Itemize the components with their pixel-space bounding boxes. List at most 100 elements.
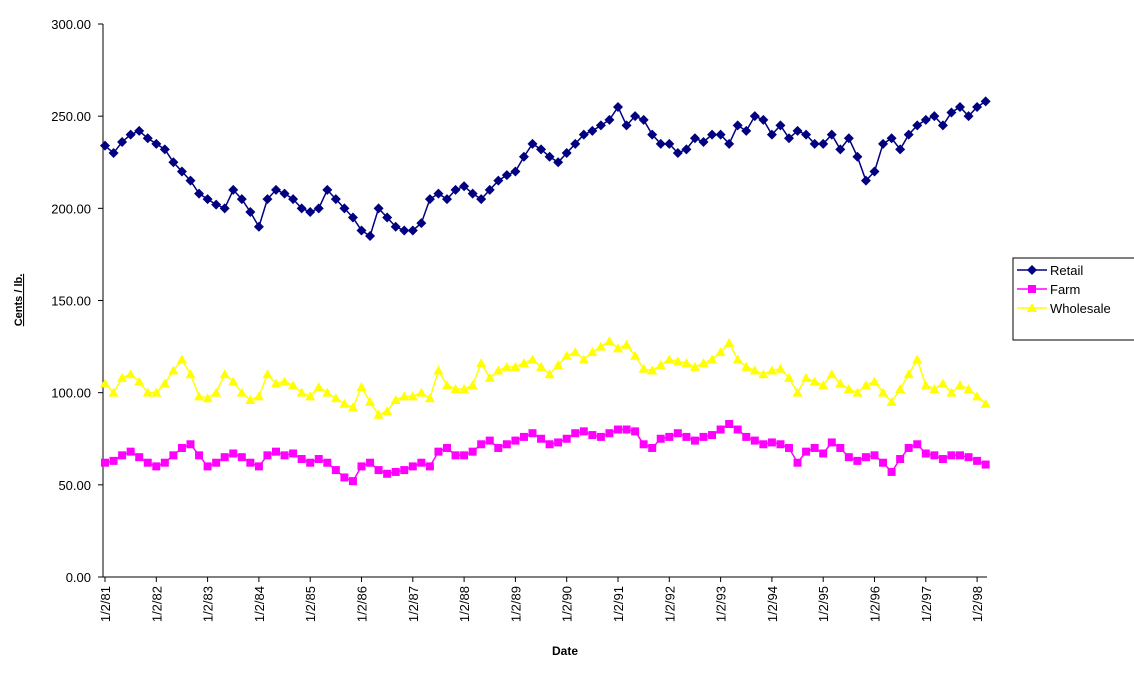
data-point bbox=[151, 138, 162, 149]
data-point bbox=[253, 221, 264, 232]
data-point bbox=[937, 120, 948, 131]
data-point bbox=[596, 432, 605, 441]
data-point bbox=[433, 365, 444, 375]
data-point bbox=[689, 133, 700, 144]
data-point bbox=[211, 387, 222, 397]
data-point bbox=[853, 456, 862, 465]
data-point bbox=[279, 376, 290, 386]
data-point bbox=[741, 361, 752, 371]
data-point bbox=[588, 431, 597, 440]
data-point bbox=[510, 166, 521, 177]
data-point bbox=[459, 383, 470, 393]
data-point bbox=[630, 350, 641, 360]
data-point bbox=[442, 194, 452, 205]
data-point bbox=[930, 451, 939, 460]
data-point bbox=[228, 376, 239, 386]
data-point bbox=[749, 365, 760, 375]
data-point bbox=[502, 440, 511, 449]
data-point bbox=[947, 451, 956, 460]
y-tick-label: 100.00 bbox=[51, 386, 91, 401]
data-point bbox=[903, 129, 914, 140]
data-point bbox=[442, 380, 452, 390]
data-point bbox=[365, 396, 376, 406]
data-point bbox=[895, 144, 906, 155]
data-point bbox=[527, 138, 538, 149]
data-point bbox=[493, 365, 504, 375]
data-point bbox=[434, 447, 443, 456]
data-point bbox=[356, 382, 367, 392]
data-point bbox=[477, 440, 486, 449]
data-point bbox=[366, 458, 375, 467]
data-point bbox=[134, 376, 145, 386]
data-point bbox=[280, 451, 289, 460]
data-point bbox=[400, 466, 409, 475]
data-point bbox=[904, 443, 913, 452]
data-point bbox=[229, 449, 238, 458]
data-point bbox=[912, 354, 923, 364]
data-point bbox=[732, 120, 743, 131]
data-point bbox=[733, 425, 742, 434]
data-point bbox=[937, 378, 948, 388]
data-point bbox=[809, 376, 820, 386]
data-point bbox=[869, 376, 880, 386]
data-point bbox=[399, 225, 410, 236]
data-point bbox=[793, 458, 802, 467]
data-point bbox=[809, 138, 820, 149]
x-tick-label: 1/2/92 bbox=[662, 586, 677, 622]
data-point bbox=[100, 378, 110, 388]
data-point bbox=[168, 365, 179, 375]
data-point bbox=[929, 383, 940, 393]
data-point bbox=[826, 129, 837, 140]
data-point bbox=[374, 466, 383, 475]
data-point bbox=[980, 398, 991, 408]
data-point bbox=[134, 125, 145, 136]
data-point bbox=[672, 148, 683, 159]
data-point bbox=[245, 395, 256, 405]
data-point bbox=[382, 406, 393, 416]
data-point bbox=[236, 387, 247, 397]
data-point bbox=[527, 354, 538, 364]
x-tick-label: 1/2/91 bbox=[611, 586, 626, 622]
data-point bbox=[390, 395, 401, 405]
data-point bbox=[151, 387, 162, 397]
data-point bbox=[946, 107, 957, 118]
data-point bbox=[544, 369, 555, 379]
data-point bbox=[460, 451, 469, 460]
data-point bbox=[476, 194, 487, 205]
data-point bbox=[228, 184, 239, 195]
legend-marker bbox=[1027, 303, 1037, 312]
data-point bbox=[185, 175, 196, 186]
data-point bbox=[152, 462, 161, 471]
data-point bbox=[963, 383, 974, 393]
data-point bbox=[484, 184, 495, 195]
data-point bbox=[715, 129, 726, 140]
data-point bbox=[176, 354, 187, 364]
data-point bbox=[955, 101, 965, 112]
data-point bbox=[767, 438, 776, 447]
data-point bbox=[843, 133, 854, 144]
x-tick-label: 1/2/83 bbox=[201, 586, 216, 622]
data-point bbox=[297, 455, 306, 464]
data-point bbox=[665, 432, 674, 441]
data-point bbox=[382, 212, 393, 223]
data-point bbox=[331, 466, 340, 475]
data-point bbox=[631, 427, 640, 436]
data-point bbox=[912, 120, 923, 131]
data-point bbox=[347, 212, 358, 223]
data-point bbox=[595, 120, 606, 131]
data-point bbox=[288, 194, 299, 205]
y-tick-label: 200.00 bbox=[51, 201, 91, 216]
data-point bbox=[202, 393, 213, 403]
x-tick-label: 1/2/89 bbox=[508, 586, 523, 622]
data-point bbox=[100, 140, 110, 151]
data-point bbox=[690, 436, 699, 445]
data-point bbox=[682, 432, 691, 441]
data-point bbox=[707, 354, 718, 364]
data-point bbox=[330, 393, 341, 403]
data-point bbox=[835, 144, 846, 155]
data-point bbox=[203, 462, 212, 471]
y-tick-label: 0.00 bbox=[66, 570, 91, 585]
data-point bbox=[272, 447, 280, 456]
data-point bbox=[818, 138, 829, 149]
data-point bbox=[476, 358, 487, 368]
